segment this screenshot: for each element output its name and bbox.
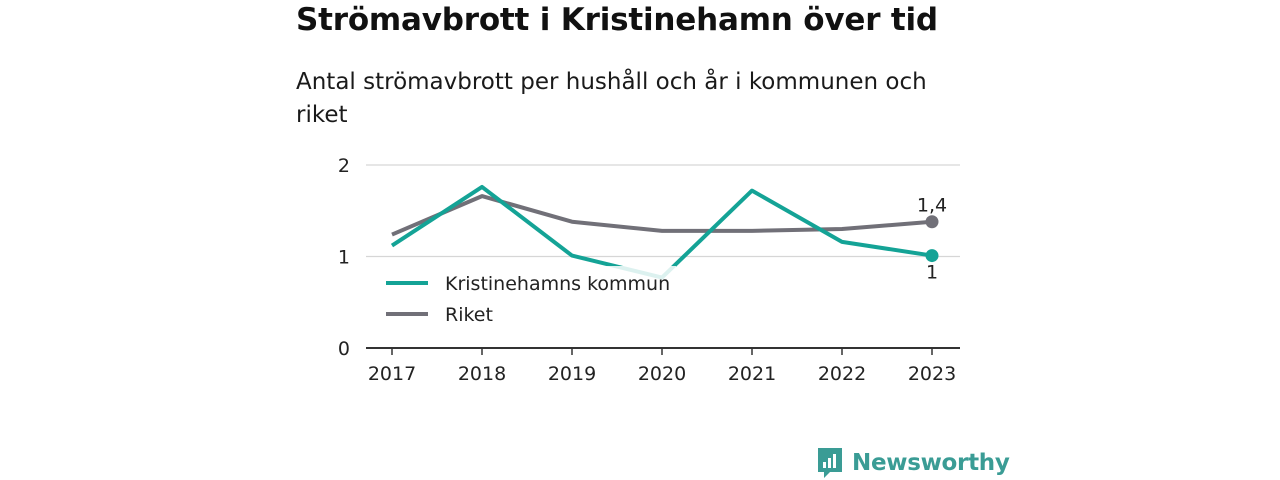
chart-title: Strömavbrott i Kristinehamn över tid — [296, 2, 938, 38]
end-value-label: 1 — [926, 262, 938, 284]
y-tick-label: 1 — [338, 247, 350, 269]
x-tick-label: 2020 — [638, 363, 686, 385]
chart-subtitle: Antal strömavbrott per hushåll och år i … — [296, 69, 927, 128]
series-line-riket — [391, 194, 933, 237]
newsworthy-logo-icon — [818, 448, 842, 478]
x-axis: 2017 2018 2019 2020 2021 2022 2023 — [366, 347, 960, 385]
series-lines — [390, 184, 933, 280]
x-tick-label: 2017 — [368, 363, 416, 385]
end-point-marker — [925, 215, 939, 229]
legend: Kristinehamns kommun Riket — [376, 266, 676, 330]
y-axis-tick-labels: 0 1 2 — [338, 155, 350, 360]
newsworthy-brand: Newsworthy — [816, 446, 1010, 480]
y-tick-label: 0 — [338, 338, 350, 360]
x-tick-label: 2021 — [728, 363, 776, 385]
legend-label: Kristinehamns kommun — [445, 273, 670, 295]
end-point-marker — [925, 249, 939, 263]
x-tick-label: 2022 — [818, 363, 866, 385]
end-value-label: 1,4 — [917, 195, 947, 217]
x-tick-label: 2018 — [458, 363, 506, 385]
y-tick-label: 2 — [338, 155, 350, 177]
legend-label: Riket — [445, 304, 493, 326]
legend-background — [376, 266, 676, 330]
end-markers: 11,4 — [917, 195, 947, 284]
x-tick-label: 2019 — [548, 363, 596, 385]
x-tick-label: 2023 — [908, 363, 956, 385]
gridlines — [366, 164, 960, 258]
brand-name: Newsworthy — [852, 450, 1010, 476]
